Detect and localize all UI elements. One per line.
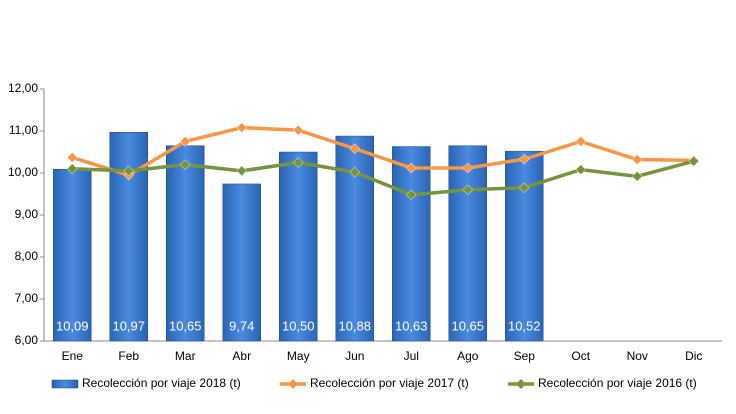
- marker: [123, 165, 135, 177]
- marker: [405, 162, 417, 174]
- marker: [462, 184, 474, 196]
- marker: [349, 143, 361, 154]
- x-tick-label: Oct: [571, 349, 590, 363]
- y-tick-label: 12,00: [8, 81, 38, 95]
- y-tick-label: 6,00: [15, 333, 39, 347]
- y-tick-label: 8,00: [15, 249, 39, 263]
- bar: [335, 135, 374, 342]
- data-label: 10,97: [112, 318, 145, 333]
- x-tick-label: May: [287, 349, 310, 363]
- marker: [518, 153, 530, 165]
- bar: [279, 151, 318, 342]
- legend-marker: [516, 379, 526, 389]
- x-tick-label: Jun: [345, 349, 364, 363]
- x-tick-label: Feb: [118, 349, 139, 363]
- marker: [66, 152, 78, 163]
- bar: [448, 145, 487, 342]
- y-tick-label: 7,00: [15, 291, 39, 305]
- marker: [688, 155, 700, 167]
- bar: [53, 168, 92, 342]
- marker: [292, 124, 304, 136]
- x-tick-label: Ene: [62, 349, 84, 363]
- marker: [575, 164, 587, 175]
- marker: [518, 182, 530, 194]
- x-tick-label: Dic: [685, 349, 702, 363]
- legend-swatch: [51, 379, 79, 389]
- y-tick-label: 11,00: [9, 123, 38, 137]
- x-tick-label: Sep: [514, 349, 536, 363]
- y-tick-label: 10,00: [8, 165, 38, 179]
- bar: [109, 132, 148, 342]
- x-tick-label: Ago: [457, 349, 479, 363]
- legend-label: Recolección por viaje 2017 (t): [310, 376, 469, 390]
- marker: [349, 166, 361, 178]
- data-label: 10,65: [169, 318, 202, 333]
- marker: [179, 136, 191, 147]
- marker: [462, 162, 474, 174]
- data-label: 10,09: [56, 318, 89, 333]
- marker: [236, 122, 248, 133]
- marker: [66, 163, 78, 175]
- data-label: 10,50: [282, 318, 315, 333]
- marker: [631, 154, 643, 165]
- data-label: 10,63: [395, 318, 428, 333]
- data-label: 10,52: [508, 318, 541, 333]
- marker: [236, 165, 248, 177]
- line: [72, 159, 695, 197]
- data-label: 10,65: [451, 318, 484, 333]
- legend-marker: [288, 379, 298, 389]
- marker: [179, 159, 191, 170]
- bar: [505, 150, 544, 342]
- legend-label: Recolección por viaje 2016 (t): [538, 376, 697, 390]
- x-tick-label: Abr: [232, 349, 251, 363]
- line: [71, 125, 694, 177]
- bar: [166, 145, 205, 342]
- x-tick-label: Nov: [627, 349, 648, 363]
- x-tick-label: Jul: [404, 349, 419, 363]
- x-tick-label: Mar: [175, 349, 196, 363]
- y-tick-label: 9,00: [15, 207, 39, 221]
- bar: [392, 146, 431, 342]
- legend-label: Recolección por viaje 2018 (t): [82, 376, 241, 390]
- marker: [631, 171, 643, 182]
- marker: [405, 189, 417, 201]
- marker: [292, 157, 304, 168]
- marker: [575, 136, 587, 147]
- data-label: 9,74: [229, 318, 254, 333]
- bar: [222, 183, 261, 342]
- data-label: 10,88: [338, 318, 371, 333]
